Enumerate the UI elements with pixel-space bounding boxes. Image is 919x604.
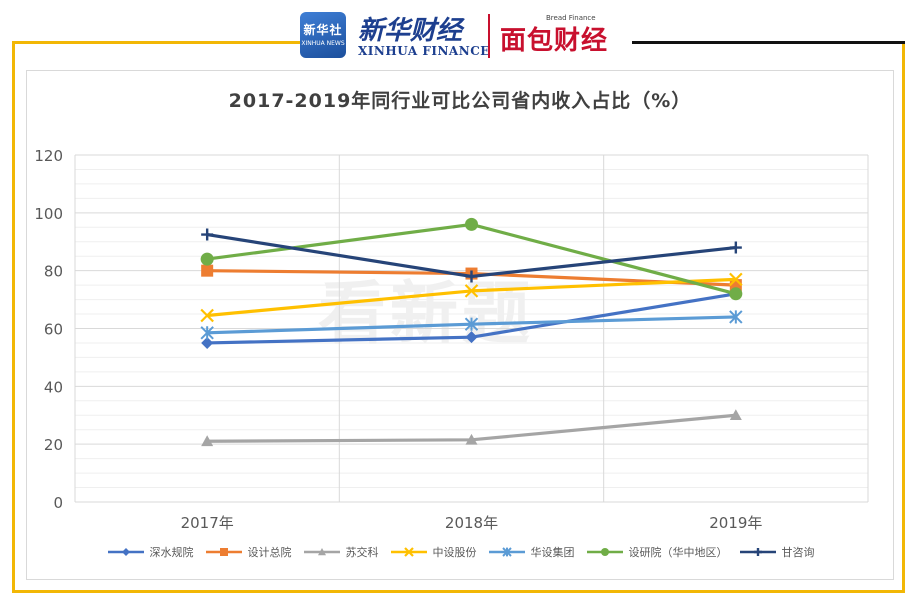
data-point	[201, 264, 214, 277]
frame-top-left	[12, 41, 300, 44]
legend-swatch-marker	[121, 548, 130, 556]
data-point	[465, 270, 478, 283]
series-4	[200, 310, 743, 340]
legend-label: 华设集团	[530, 546, 575, 559]
data-point	[729, 241, 742, 254]
series-6	[201, 228, 742, 283]
x-tick-label: 2019年	[709, 514, 762, 532]
y-tick-label: 120	[34, 147, 63, 165]
series-2	[201, 409, 742, 447]
data-point	[201, 336, 214, 349]
chart-area	[26, 70, 894, 580]
data-point	[201, 228, 214, 241]
y-tick-label: 0	[53, 494, 63, 512]
legend-swatch	[586, 548, 623, 556]
legend-swatch	[488, 547, 525, 557]
brand-divider	[488, 14, 490, 58]
xinhua-finance-en: XINHUA FINANCE	[358, 44, 490, 58]
xinhua-finance-cn: 新华财经	[358, 16, 463, 46]
data-point	[729, 287, 743, 301]
legend-swatch	[739, 548, 776, 556]
legend-label: 甘咨询	[781, 546, 815, 559]
legend-item-4: 华设集团	[487, 544, 575, 560]
series-5	[200, 217, 743, 301]
legend-swatch-marker	[600, 548, 609, 556]
legend-label: 苏交科	[345, 546, 379, 559]
xinhua-box-en: XINHUA NEWS	[301, 40, 345, 47]
frame-right	[902, 44, 905, 593]
legend-swatch	[390, 547, 427, 557]
data-point	[729, 272, 743, 287]
x-tick-label: 2017年	[181, 514, 234, 532]
data-point	[464, 284, 479, 298]
data-point	[200, 252, 214, 266]
chart-legend: 深水规院 设计总院 苏交科 中设股份 华设集团 设研院（华中地区） 甘咨询	[26, 544, 894, 561]
legend-label: 设研院（华中地区）	[628, 546, 728, 559]
legend-swatch-marker	[317, 548, 326, 556]
data-point	[201, 435, 214, 447]
legend-label: 中设股份	[432, 546, 477, 559]
series-3	[200, 272, 743, 323]
legend-swatch	[303, 548, 340, 556]
header-rule	[632, 41, 905, 44]
legend-label: 设计总院	[247, 546, 292, 559]
legend-swatch-marker	[403, 547, 414, 557]
frame-bottom	[12, 590, 905, 593]
xinhua-box-cn: 新华社	[303, 23, 343, 37]
legend-label: 深水规院	[149, 546, 194, 559]
y-tick-label: 20	[44, 436, 63, 454]
data-point	[464, 317, 479, 331]
brand-header: 新华社 XINHUA NEWS 新华财经 XINHUA FINANCE Brea…	[300, 10, 620, 66]
legend-item-0: 深水规院	[106, 544, 194, 560]
y-tick-label: 60	[44, 321, 63, 339]
y-tick-label: 100	[34, 205, 63, 223]
legend-swatch	[107, 548, 144, 556]
y-tick-label: 40	[44, 378, 63, 396]
legend-item-2: 苏交科	[302, 544, 379, 560]
data-point	[200, 326, 214, 340]
x-tick-label: 2018年	[445, 514, 498, 532]
data-point	[729, 310, 743, 324]
chart-title: 2017-2019年同行业可比公司省内收入占比（%）	[228, 90, 692, 112]
data-point	[465, 217, 478, 231]
legend-item-3: 中设股份	[389, 544, 477, 560]
legend-swatch-marker	[753, 548, 762, 556]
data-point	[465, 331, 478, 344]
data-point	[465, 433, 478, 445]
legend-swatch-marker	[219, 548, 228, 556]
y-tick-label: 80	[44, 263, 63, 281]
legend-item-1: 设计总院	[204, 544, 292, 560]
data-point	[729, 409, 742, 421]
bread-finance-en: Bread Finance	[546, 14, 596, 22]
legend-swatch	[205, 548, 242, 556]
data-point	[200, 308, 214, 323]
legend-item-5: 设研院（华中地区）	[585, 544, 728, 560]
legend-item-6: 甘咨询	[738, 544, 815, 560]
legend-swatch-marker	[501, 547, 512, 557]
xinhua-news-logo: 新华社 XINHUA NEWS	[300, 12, 346, 58]
frame-left	[12, 41, 15, 593]
bread-finance-logo: 面包财经	[500, 26, 609, 56]
